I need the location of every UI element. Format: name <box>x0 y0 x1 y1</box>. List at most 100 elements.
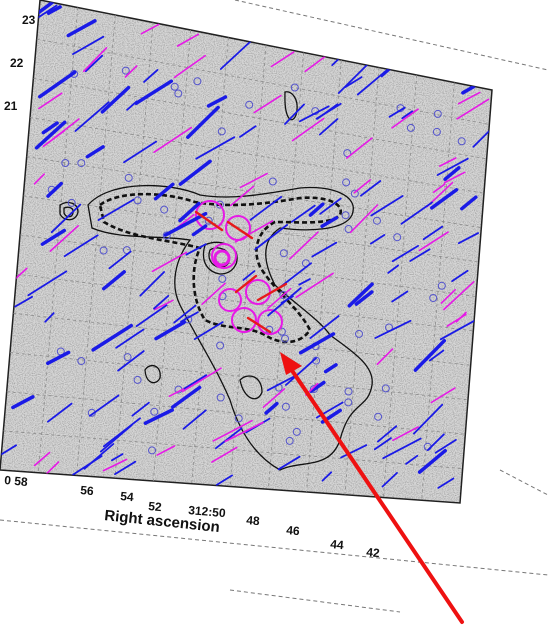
polarization-vector <box>140 23 160 35</box>
polarization-vector <box>63 234 99 258</box>
polarization-vector <box>66 19 97 38</box>
polarization-vector <box>242 270 256 281</box>
polarization-vector <box>417 448 447 474</box>
core-ring <box>231 307 257 333</box>
polarization-vector <box>353 179 372 194</box>
source-marker <box>216 341 225 350</box>
polarization-vector <box>35 4 58 20</box>
x-tick-label: 48 <box>246 513 261 528</box>
polarization-vector <box>206 95 228 108</box>
polarization-vector <box>139 271 166 297</box>
polarization-vector <box>123 140 158 164</box>
polarization-vector <box>304 53 329 73</box>
red-vector <box>194 210 224 232</box>
polarization-vector <box>201 282 226 306</box>
polarization-vector <box>115 328 145 349</box>
polarization-vector <box>11 395 35 410</box>
polarization-vector <box>309 315 340 340</box>
polarization-vector <box>359 180 382 197</box>
source-marker <box>437 281 446 290</box>
source-marker <box>61 159 70 167</box>
polarization-vector <box>376 425 398 443</box>
polarization-vector <box>143 408 174 425</box>
core-ring <box>211 243 237 269</box>
source-marker <box>234 414 243 423</box>
x-tick-label: 44 <box>330 537 345 552</box>
x-axis-tick-labels: 0 58 56 54 52 312:50 48 46 44 42 <box>4 473 381 560</box>
polarization-vector <box>267 287 292 310</box>
grid-line <box>6 391 466 435</box>
polarization-vector <box>266 373 299 392</box>
polarization-vector <box>356 66 391 96</box>
polarization-vector <box>381 471 398 488</box>
polarization-vector <box>345 137 373 159</box>
polarization-vector <box>82 46 108 73</box>
polarization-vector <box>239 172 268 189</box>
polarization-vector <box>185 243 207 256</box>
polarization-vector <box>426 433 445 452</box>
polarization-vector <box>153 126 193 153</box>
polarization-vector <box>369 234 386 245</box>
polarization-vector <box>443 280 475 311</box>
polarization-vector <box>311 241 338 258</box>
source-marker <box>170 82 179 91</box>
grid-line <box>16 273 474 332</box>
polarization-vector <box>151 251 188 273</box>
polarization-vector <box>224 421 264 443</box>
polarization-vector <box>46 5 62 15</box>
polarization-vector <box>430 387 456 404</box>
polarization-vector <box>38 92 63 110</box>
polarization-vector <box>46 181 63 198</box>
grid-line <box>267 52 305 490</box>
source-marker <box>309 385 318 394</box>
polarization-vector <box>270 51 295 68</box>
polarization-vector <box>451 269 469 283</box>
polarization-vector <box>234 220 274 243</box>
y-tick-label: 21 <box>4 99 18 113</box>
polarization-vector <box>44 461 60 476</box>
polarization-vector <box>44 312 55 323</box>
polarization-vector <box>430 188 459 210</box>
polarization-vector <box>14 295 33 308</box>
polarization-vector <box>434 438 457 454</box>
polarization-vector <box>318 118 339 136</box>
polarization-vector <box>219 38 254 70</box>
source-marker <box>344 225 353 233</box>
source-marker <box>133 375 142 384</box>
contour-line <box>98 192 343 344</box>
source-marker <box>174 89 183 98</box>
annotation-arrow <box>280 352 464 624</box>
polarization-vector <box>391 108 419 129</box>
source-marker <box>393 233 402 242</box>
source-marker <box>374 412 383 421</box>
polarization-vector <box>264 401 279 415</box>
contour-line <box>63 206 74 218</box>
source-marker <box>406 123 415 132</box>
polarization-vector <box>280 295 294 304</box>
polarization-vector <box>374 319 412 339</box>
source-marker <box>124 173 133 182</box>
source-marker <box>123 353 132 362</box>
polarization-vector <box>437 477 455 489</box>
source-marker <box>160 205 169 214</box>
source-marker <box>281 334 289 343</box>
contour-line <box>284 91 298 121</box>
polarization-vector <box>409 248 431 262</box>
polarization-vector <box>171 385 202 409</box>
polarization-vector <box>457 91 481 105</box>
red-vector <box>256 282 288 302</box>
source-marker <box>204 216 213 225</box>
polarization-vector <box>373 437 392 451</box>
source-marker <box>290 83 299 92</box>
polarization-vector <box>111 453 124 462</box>
polarization-vector <box>443 171 466 184</box>
source-marker <box>217 127 226 136</box>
source-marker <box>381 384 390 393</box>
x-tick-label: 42 <box>366 545 381 560</box>
polarization-vector <box>74 101 110 132</box>
polarization-vector <box>153 294 170 310</box>
source-marker <box>245 100 254 109</box>
polarization-vector <box>191 224 208 237</box>
core-ring <box>257 309 283 335</box>
polarization-vector <box>455 311 467 323</box>
